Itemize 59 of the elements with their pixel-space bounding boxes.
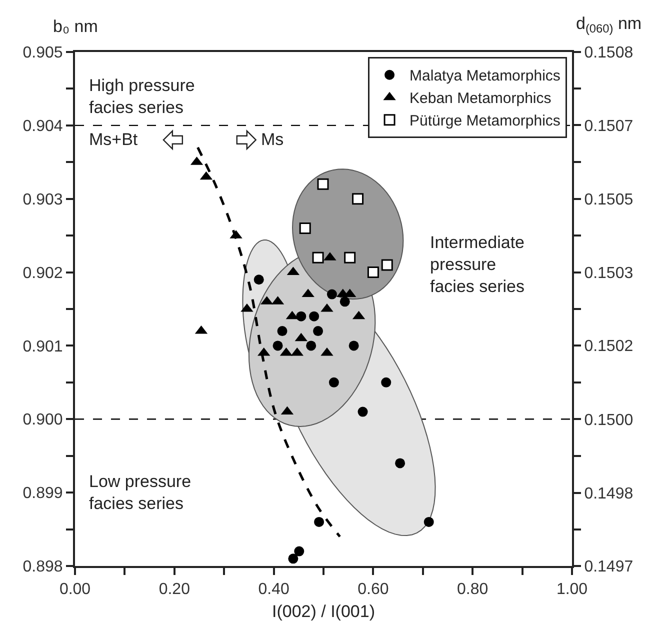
legend-label: Malatya Metamorphics (410, 68, 560, 85)
y-tick-label: 0.902 (22, 264, 63, 282)
annotation: High pressure facies series (89, 76, 195, 118)
point (326, 289, 337, 300)
x-tick-label: 0.40 (258, 581, 290, 598)
y2-tick-label: 0.1507 (584, 118, 634, 135)
point (358, 406, 368, 417)
x-tick-label: 0.80 (457, 581, 488, 598)
y2-tick-label: 0.1502 (584, 338, 634, 356)
point (340, 296, 350, 307)
point (395, 458, 406, 468)
point (424, 516, 434, 527)
annotation: Low pressure facies series (89, 472, 192, 514)
y2-tick-label: 0.1497 (584, 558, 634, 576)
point (381, 259, 393, 271)
annotation: Intermediate pressure facies series (430, 233, 524, 296)
point (294, 546, 304, 556)
point (312, 252, 324, 264)
x-axis-title: I(002) / I(001) (272, 602, 375, 622)
point (352, 193, 364, 205)
point (272, 340, 283, 351)
y2-tick-label: 0.1503 (584, 265, 634, 282)
y2-tick-label: 0.1505 (584, 191, 634, 208)
point (348, 340, 359, 351)
point (313, 326, 324, 336)
point (296, 311, 306, 322)
annotation: Ms+Bt (89, 130, 138, 149)
y-tick-label: 0.901 (22, 338, 63, 356)
point (306, 340, 316, 351)
point (317, 178, 329, 190)
y-tick-label: 0.904 (22, 118, 63, 136)
point (288, 554, 298, 564)
point (328, 377, 339, 388)
x-tick-label: 1.00 (556, 581, 588, 598)
y2-tick-label: 0.1500 (584, 412, 634, 429)
y-tick-label: 0.905 (22, 44, 63, 62)
point (314, 516, 324, 527)
y-tick-label: 0.899 (22, 485, 63, 502)
y2-tick-label: 0.1498 (584, 485, 634, 502)
point (254, 274, 264, 285)
point (381, 377, 392, 388)
point (309, 311, 320, 322)
point (344, 252, 356, 264)
y-axis-title: b₀ nm (53, 17, 98, 36)
legend-label: Pütürge Metamorphics (410, 112, 560, 130)
point (299, 222, 311, 234)
y2-tick-label: 0.1508 (584, 44, 634, 62)
y-tick-label: 0.900 (22, 412, 63, 429)
legend-label: Keban Metamorphics (410, 90, 552, 108)
y2-axis-title: d$_{(060)}$ nm (576, 14, 642, 36)
x-tick-label: 0.60 (358, 581, 389, 598)
x-tick-label: 0.20 (158, 581, 190, 598)
annotation: Ms (261, 130, 284, 149)
line-series (196, 146, 342, 538)
point (277, 326, 288, 336)
y-tick-label: 0.898 (22, 558, 63, 576)
y-tick-label: 0.903 (22, 191, 63, 208)
x-tick-label: 0.00 (59, 581, 91, 598)
point (367, 266, 379, 278)
